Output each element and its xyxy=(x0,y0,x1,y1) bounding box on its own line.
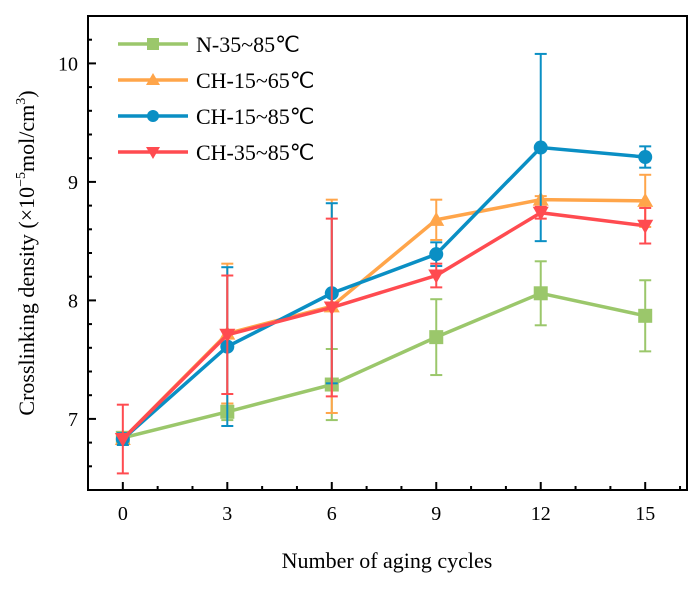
x-tick-label: 15 xyxy=(635,503,655,525)
marker-triangle-down xyxy=(114,433,131,448)
marker-triangle-down xyxy=(146,147,160,159)
marker-triangle-up xyxy=(637,192,654,207)
legend: N-35~85℃ CH-15~65℃ CH-15~85℃ CH-35~85℃ xyxy=(118,32,315,165)
legend-label: CH-35~85℃ xyxy=(196,140,315,165)
marker-square xyxy=(638,308,653,323)
marker-triangle-down xyxy=(428,269,445,284)
x-tick-label: 6 xyxy=(327,503,337,525)
marker-square xyxy=(533,286,548,301)
marker-triangle-up xyxy=(146,73,160,85)
marker-triangle-down xyxy=(532,206,549,221)
legend-label: CH-15~85℃ xyxy=(196,104,315,129)
legend-label: N-35~85℃ xyxy=(196,32,300,57)
y-axis-label: Crosslinking density (×10−5mol/cm3) xyxy=(14,90,39,415)
series-line xyxy=(121,210,646,441)
legend-label: CH-15~65℃ xyxy=(196,68,315,93)
series-3 xyxy=(114,205,654,475)
marker-triangle-down xyxy=(637,219,654,234)
marker-square xyxy=(429,330,444,345)
y-tick-label: 8 xyxy=(68,290,78,312)
series-line xyxy=(121,197,646,441)
series-2 xyxy=(115,52,653,447)
x-tick-label: 0 xyxy=(118,503,128,525)
x-tick-label: 12 xyxy=(531,503,551,525)
marker-circle xyxy=(147,110,159,122)
marker-circle xyxy=(429,247,444,262)
marker-circle xyxy=(638,150,653,165)
marker-square xyxy=(147,38,159,50)
marker-triangle-down xyxy=(323,301,340,316)
y-tick-label: 7 xyxy=(68,409,78,431)
plot-frame xyxy=(87,15,688,491)
x-tick-label: 9 xyxy=(431,503,441,525)
series-line xyxy=(122,291,646,440)
series-line xyxy=(121,145,646,441)
marker-triangle-up xyxy=(428,211,445,226)
x-tick-label: 3 xyxy=(222,503,232,525)
marker-circle xyxy=(533,140,548,155)
y-tick-label: 9 xyxy=(68,172,78,194)
series-0 xyxy=(115,260,653,445)
y-tick-label: 10 xyxy=(58,53,78,75)
marker-triangle-down xyxy=(219,328,236,343)
x-axis-label: Number of aging cycles xyxy=(282,548,493,573)
